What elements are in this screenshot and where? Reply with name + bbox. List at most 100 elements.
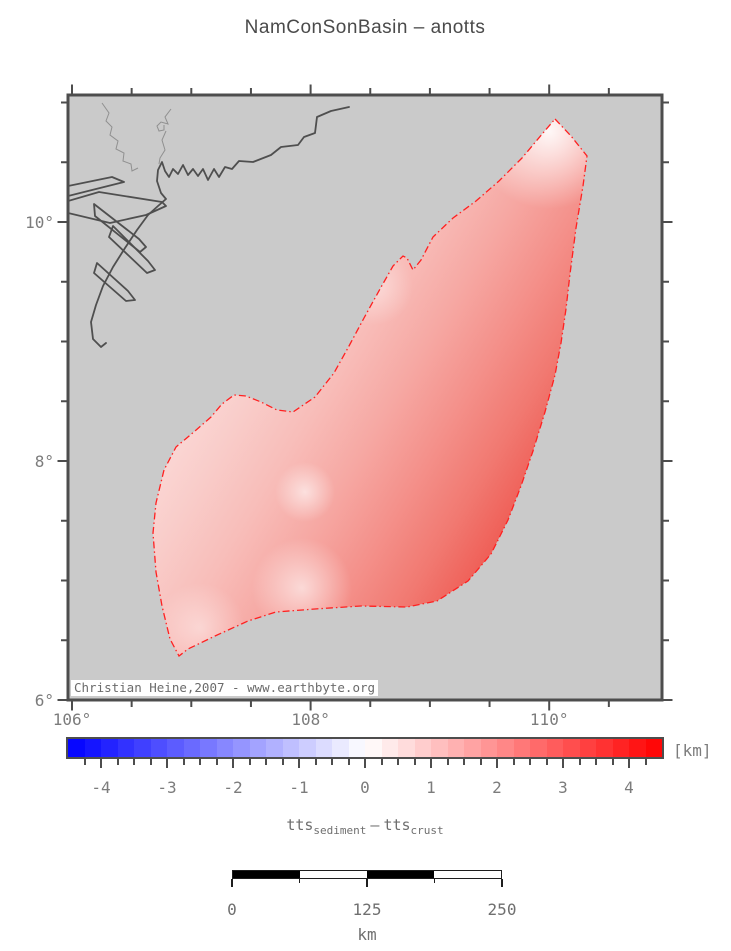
- colorbar-tick: [331, 759, 333, 765]
- colorbar-tick: [430, 759, 432, 768]
- scalebar-tick-label: 125: [352, 900, 382, 919]
- colorbar-band: [431, 739, 448, 757]
- colorbar-band: [315, 739, 332, 757]
- colorbar-tick: [116, 759, 119, 765]
- map-frame: [66, 93, 664, 702]
- colorbar-band: [381, 739, 398, 757]
- colorbar-tick: [199, 759, 201, 765]
- colorbar-band: [579, 739, 596, 757]
- colorbar-tick: [562, 759, 564, 768]
- colorbar-band: [200, 739, 217, 757]
- colorbar-tick: [397, 759, 399, 765]
- subtitle-term1-sub: sediment: [313, 824, 367, 837]
- colorbar-band: [447, 739, 464, 757]
- colorbar-band: [530, 739, 547, 757]
- scalebar-tick: [298, 879, 301, 883]
- scalebar-segment: [300, 871, 367, 878]
- colorbar-band: [332, 739, 349, 757]
- coastline: [68, 106, 350, 348]
- colorbar-band: [150, 739, 167, 757]
- scalebar-segment: [367, 871, 434, 878]
- map-tick-labels: 106° 108° 110° 6° 8° 10°: [25, 213, 568, 729]
- basin-outline: [152, 118, 588, 657]
- subtitle-operator: –: [370, 816, 380, 834]
- colorbar-band: [645, 739, 662, 757]
- colorbar-ticks: [68, 759, 662, 769]
- x-tick-label: 106°: [53, 710, 92, 729]
- colorbar-band: [167, 739, 184, 757]
- colorbar-band: [183, 739, 200, 757]
- colorbar-tick: [446, 759, 449, 765]
- y-tick-label: 8°: [35, 452, 54, 471]
- colorbar-tick: [232, 759, 234, 768]
- colorbar-band: [546, 739, 563, 757]
- colorbar-tick: [545, 759, 548, 765]
- colorbar-tick: [314, 759, 317, 765]
- colorbar-tick: [100, 759, 102, 768]
- colorbar-band: [266, 739, 283, 757]
- colorbar-tick: [182, 759, 185, 765]
- colorbar-tick: [496, 759, 498, 768]
- colorbar-band: [134, 739, 151, 757]
- colorbar-band: [480, 739, 497, 757]
- colorbar-tick-label: 0: [360, 778, 370, 797]
- y-tick-label: 10°: [25, 213, 54, 232]
- colorbar-tick-label: -1: [289, 778, 309, 797]
- colorbar-tick-label: -3: [157, 778, 177, 797]
- colorbar-tick: [149, 759, 152, 765]
- colorbar-tick-labels: -4 -3 -2 -1 0 1 2 3 4: [68, 778, 662, 797]
- x-tick-label: 108°: [291, 710, 330, 729]
- colorbar-tick: [166, 759, 168, 768]
- scalebar-tick-label: 0: [227, 900, 237, 919]
- colorbar-band: [596, 739, 613, 757]
- colorbar-tick: [281, 759, 284, 765]
- colorbar-tick: [380, 759, 383, 765]
- colorbar-band: [282, 739, 299, 757]
- scalebar-tick: [433, 879, 436, 883]
- subtitle-term1-base: tts: [286, 816, 314, 834]
- colorbar-band: [348, 739, 365, 757]
- colorbar-band: [117, 739, 134, 757]
- colorbar-tick: [413, 759, 416, 765]
- attribution-label: Christian Heine,2007 - www.earthbyte.org: [71, 680, 379, 696]
- subtitle-term2-sub: crust: [410, 824, 444, 837]
- colorbar-band: [629, 739, 646, 757]
- scalebar-tick: [501, 879, 503, 887]
- colorbar-band: [612, 739, 629, 757]
- y-tick-label: 6°: [35, 691, 54, 710]
- scalebar-tick: [366, 879, 368, 887]
- colorbar-tick: [364, 759, 366, 768]
- colorbar-band: [563, 739, 580, 757]
- colorbar-tick: [628, 759, 630, 768]
- colorbar-subtitle: ttssediment – ttscrust: [68, 816, 662, 837]
- colorbar-band: [398, 739, 415, 757]
- page-title: NamConSonBasin – anotts: [244, 17, 486, 38]
- colorbar-band: [513, 739, 530, 757]
- colorbar-band: [464, 739, 481, 757]
- colorbar-tick: [529, 759, 531, 765]
- colorbar-tick: [595, 759, 597, 765]
- colorbar-band: [84, 739, 101, 757]
- colorbar-band: [101, 739, 118, 757]
- x-tick-label: 110°: [530, 710, 569, 729]
- scalebar-tick: [231, 879, 233, 887]
- colorbar-tick-label: 3: [558, 778, 568, 797]
- colorbar-tick-label: 4: [624, 778, 634, 797]
- colorbar-tick-label: -2: [223, 778, 243, 797]
- colorbar-tick: [298, 759, 300, 768]
- scalebar-segment: [434, 871, 501, 878]
- colorbar-band: [414, 739, 431, 757]
- subtitle-term2-base: tts: [383, 816, 411, 834]
- colorbar-band: [216, 739, 233, 757]
- colorbar-band: [249, 739, 266, 757]
- colorbar-tick: [578, 759, 581, 765]
- colorbar-tick: [265, 759, 267, 765]
- colorbar-band: [68, 739, 85, 757]
- map-ticks: [57, 84, 673, 711]
- colorbar-tick: [347, 759, 350, 765]
- scalebar-tick-labels: 0 125 250: [227, 900, 516, 919]
- colorbar-band: [233, 739, 250, 757]
- colorbar-tick: [479, 759, 482, 765]
